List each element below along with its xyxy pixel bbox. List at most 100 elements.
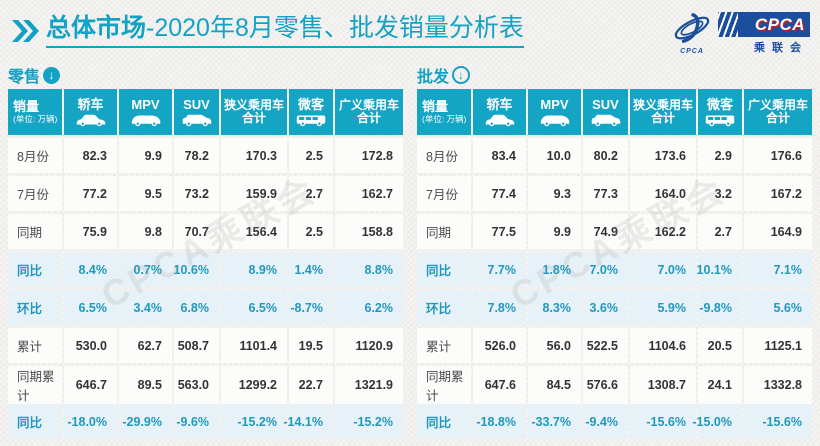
row-value: 7.0%	[630, 252, 696, 287]
row-value: 9.5	[119, 176, 172, 211]
table-row: 同比 8.4% 0.7% 10.6% 8.9% 1.4% 8.8%	[8, 252, 403, 287]
row-value: 62.7	[119, 328, 172, 363]
row-value: -9.8%	[698, 290, 742, 325]
down-arrow-outline-icon: ↓	[452, 66, 471, 84]
table-row: 同比 -18.8% -33.7% -9.4% -15.6% -15.0% -15.6%	[417, 404, 812, 439]
row-label: 7月份	[8, 176, 62, 211]
header-cell-mpv: MPV	[119, 89, 172, 135]
header-cell-sedan: 轿车	[473, 89, 526, 135]
sedan-icon	[76, 114, 105, 126]
row-value: 83.4	[473, 138, 526, 173]
row-value: -15.6%	[630, 404, 696, 439]
row-value: 19.5	[289, 328, 333, 363]
mpv-icon	[540, 115, 569, 126]
row-value: 167.2	[744, 176, 812, 211]
row-label: 同比	[417, 404, 471, 439]
table-row: 累计 526.0 56.0 522.5 1104.6 20.5 1125.1	[417, 328, 812, 363]
row-value: 2.7	[289, 176, 333, 211]
row-value: 20.5	[698, 328, 742, 363]
row-value: 172.8	[335, 138, 403, 173]
row-label: 8月份	[8, 138, 62, 173]
row-label: 同比	[417, 252, 471, 287]
suv-icon	[182, 114, 211, 126]
row-value: 8.8%	[335, 252, 403, 287]
retail-table-body: 8月份 82.3 9.9 78.2 170.3 2.5 172.8 7月份 77.2 9.5 73.…	[8, 138, 403, 439]
header-cell-narrow-pv-total: 狭义乘用车合计	[221, 89, 287, 135]
row-value: 6.5%	[221, 290, 287, 325]
row-value: 1125.1	[744, 328, 812, 363]
table-row: 同比 7.7% 1.8% 7.0% 7.0% 10.1% 7.1%	[417, 252, 812, 287]
row-value: 576.6	[583, 366, 628, 404]
header-cell-sales: 销量 (单位: 万辆)	[417, 89, 471, 135]
row-label: 同比	[8, 252, 62, 287]
row-value: 158.8	[335, 214, 403, 249]
row-value: 6.8%	[174, 290, 219, 325]
header-cell-suv: SUV	[174, 89, 219, 135]
wholesale-table-body: 8月份 83.4 10.0 80.2 173.6 2.9 176.6 7月份 77.4 9.3 77…	[417, 138, 812, 439]
row-value: 159.9	[221, 176, 287, 211]
retail-label-text: 零售	[8, 69, 41, 86]
row-value: 3.4%	[119, 290, 172, 325]
row-value: -33.7%	[528, 404, 581, 439]
header-cell-broad-pv-total: 广义乘用车合计	[744, 89, 812, 135]
row-value: 77.3	[583, 176, 628, 211]
row-value: -9.6%	[174, 404, 219, 439]
down-arrow-filled-icon: ↓	[43, 66, 61, 84]
row-value: 526.0	[473, 328, 526, 363]
cpca-logo-box: CPCA	[718, 12, 810, 37]
retail-section-label: 零售 ↓	[8, 64, 403, 86]
row-value: 77.4	[473, 176, 526, 211]
table-row: 8月份 83.4 10.0 80.2 173.6 2.9 176.6	[417, 138, 812, 173]
row-value: 9.8	[119, 214, 172, 249]
row-value: 8.3%	[528, 290, 581, 325]
retail-table-header: 销量 (单位: 万辆) 轿车 MPV	[8, 89, 403, 135]
mpv-icon	[131, 115, 160, 126]
row-value: 164.9	[744, 214, 812, 249]
row-value: -8.7%	[289, 290, 333, 325]
page-title-bold: 总体市场	[46, 14, 147, 42]
row-value: 5.9%	[630, 290, 696, 325]
row-value: 530.0	[64, 328, 117, 363]
row-label: 同期	[8, 214, 62, 249]
sales-unit: (单位: 万辆)	[422, 114, 467, 124]
row-label: 累计	[8, 328, 62, 363]
row-value: 7.8%	[473, 290, 526, 325]
row-value: 10.6%	[174, 252, 219, 287]
row-value: 9.3	[528, 176, 581, 211]
row-value: 74.9	[583, 214, 628, 249]
cpca-logo: CPCA CPCA 乘联会	[669, 12, 810, 55]
row-value: 2.7	[698, 214, 742, 249]
row-value: 89.5	[119, 366, 172, 404]
row-value: 1101.4	[221, 328, 287, 363]
sales-label: 销量	[422, 99, 449, 114]
header-cell-suv: SUV	[583, 89, 628, 135]
row-value: 647.6	[473, 366, 526, 404]
table-row: 环比 7.8% 8.3% 3.6% 5.9% -9.8% 5.6%	[417, 290, 812, 325]
row-value: 1332.8	[744, 366, 812, 404]
cpca-brand-text: CPCA	[754, 14, 805, 34]
row-value: 24.1	[698, 366, 742, 404]
row-value: 1.8%	[528, 252, 581, 287]
row-value: 646.7	[64, 366, 117, 404]
row-value: 0.7%	[119, 252, 172, 287]
row-value: 7.1%	[744, 252, 812, 287]
row-value: 84.5	[528, 366, 581, 404]
suv-icon	[591, 114, 620, 126]
row-value: 77.2	[64, 176, 117, 211]
cpca-mark-caption: CPCA	[680, 48, 704, 55]
page-title-rest: -2020年8月零售、批发销量分析表	[146, 14, 524, 42]
slide-header: 总体市场-2020年8月零售、批发销量分析表 CPCA CPCA 乘联会	[0, 0, 820, 58]
table-row: 累计 530.0 62.7 508.7 1101.4 19.5 1120.9	[8, 328, 403, 363]
wholesale-table-header: 销量 (单位: 万辆) 轿车 MPV SUV	[417, 89, 812, 135]
cpca-swirl-icon	[674, 13, 710, 43]
table-row: 环比 6.5% 3.4% 6.8% 6.5% -8.7% 6.2%	[8, 290, 403, 325]
row-value: 1.4%	[289, 252, 333, 287]
header-cell-microvan: 微客	[289, 89, 333, 135]
table-row: 7月份 77.2 9.5 73.2 159.9 2.7 162.7	[8, 176, 403, 211]
row-value: 173.6	[630, 138, 696, 173]
table-row: 同比 -18.0% -29.9% -9.6% -15.2% -14.1% -15.2%	[8, 404, 403, 439]
row-value: 10.0	[528, 138, 581, 173]
